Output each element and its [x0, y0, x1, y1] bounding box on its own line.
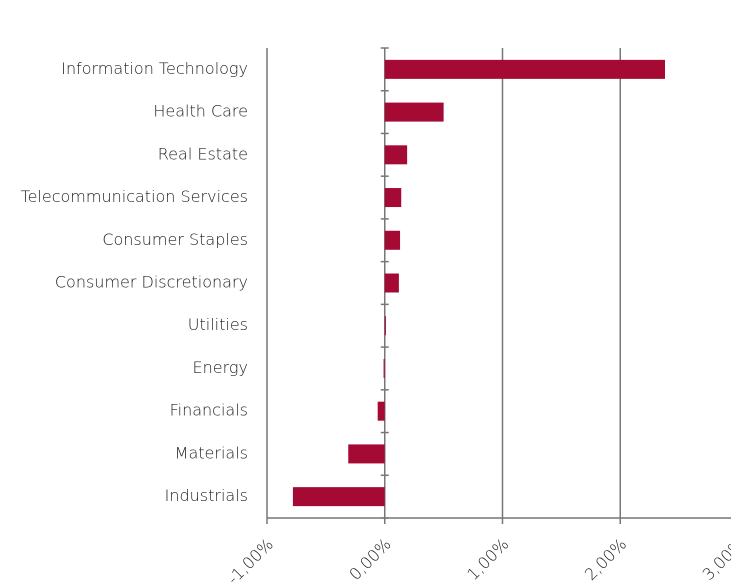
bar — [292, 487, 385, 507]
x-tick-label: 2,00% — [581, 535, 630, 584]
category-label: Consumer Discretionary — [55, 273, 248, 292]
bar — [383, 358, 385, 378]
category-label: Telecommunication Services — [21, 187, 248, 206]
category-label: Industrials — [165, 486, 248, 505]
bar — [348, 444, 385, 464]
category-label: Materials — [175, 443, 248, 462]
bar — [384, 145, 408, 165]
x-tick-label: -1,00% — [224, 535, 277, 584]
bar — [384, 59, 665, 79]
x-tick-label: 0,00% — [345, 535, 394, 584]
category-label: Real Estate — [158, 144, 248, 163]
bar — [384, 188, 402, 208]
category-label: Consumer Staples — [102, 230, 248, 249]
bar — [384, 273, 399, 293]
category-label: Information Technology — [61, 59, 248, 78]
bar — [384, 316, 386, 336]
category-label: Energy — [193, 358, 248, 377]
category-label: Financials — [170, 401, 248, 420]
x-tick-label: 1,00% — [463, 535, 512, 584]
category-label: Utilities — [188, 315, 248, 334]
bar — [377, 401, 385, 421]
bar — [384, 230, 401, 250]
category-label: Health Care — [153, 102, 248, 121]
x-tick-label: 3,00% — [699, 535, 731, 584]
bar — [384, 102, 444, 122]
